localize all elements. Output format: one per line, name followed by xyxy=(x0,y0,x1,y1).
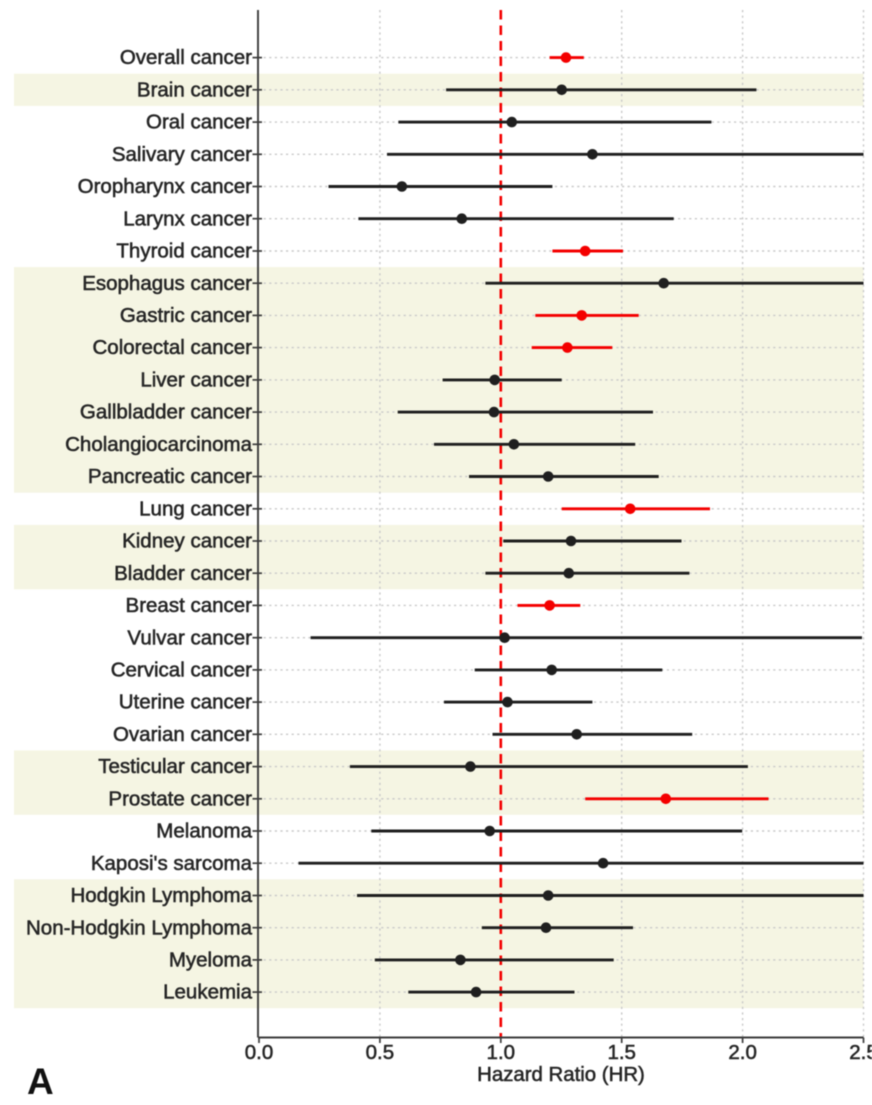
svg-text:Uterine cancer: Uterine cancer xyxy=(119,691,252,714)
svg-text:Gastric cancer: Gastric cancer xyxy=(120,304,252,327)
svg-text:Non-Hodgkin Lymphoma: Non-Hodgkin Lymphoma xyxy=(26,916,253,939)
svg-text:Gallbladder cancer: Gallbladder cancer xyxy=(80,401,252,424)
svg-text:Oropharynx cancer: Oropharynx cancer xyxy=(78,175,253,198)
svg-text:Oral cancer: Oral cancer xyxy=(146,111,252,134)
svg-text:Prostate cancer: Prostate cancer xyxy=(108,787,252,810)
svg-text:Liver cancer: Liver cancer xyxy=(140,369,252,392)
svg-text:Hazard Ratio (HR): Hazard Ratio (HR) xyxy=(477,1064,645,1086)
svg-text:Myeloma: Myeloma xyxy=(169,949,253,972)
svg-text:Overall cancer: Overall cancer xyxy=(120,46,252,69)
svg-text:Cervical cancer: Cervical cancer xyxy=(111,659,252,682)
svg-text:0.5: 0.5 xyxy=(366,1041,395,1064)
svg-text:Bladder cancer: Bladder cancer xyxy=(114,562,252,585)
svg-text:0.0: 0.0 xyxy=(245,1041,274,1064)
svg-text:Kidney cancer: Kidney cancer xyxy=(122,530,252,553)
svg-text:Testicular cancer: Testicular cancer xyxy=(98,755,252,778)
svg-text:Esophagus cancer: Esophagus cancer xyxy=(82,272,252,295)
svg-text:Hodgkin Lymphoma: Hodgkin Lymphoma xyxy=(70,884,252,907)
svg-text:1.0: 1.0 xyxy=(487,1041,516,1064)
svg-text:Pancreatic cancer: Pancreatic cancer xyxy=(88,465,252,488)
svg-text:Salivary cancer: Salivary cancer xyxy=(112,143,252,166)
svg-text:Brain cancer: Brain cancer xyxy=(137,78,252,101)
svg-text:Melanoma: Melanoma xyxy=(156,820,252,843)
svg-text:Leukemia: Leukemia xyxy=(163,981,252,1004)
svg-text:Lung cancer: Lung cancer xyxy=(139,497,252,520)
svg-text:2.0: 2.0 xyxy=(728,1041,757,1064)
svg-text:Ovarian cancer: Ovarian cancer xyxy=(113,723,252,746)
svg-text:Thyroid cancer: Thyroid cancer xyxy=(116,240,252,263)
svg-text:2.5: 2.5 xyxy=(849,1041,872,1064)
svg-text:Breast cancer: Breast cancer xyxy=(126,594,253,617)
svg-text:Larynx cancer: Larynx cancer xyxy=(123,207,252,230)
svg-text:Colorectal cancer: Colorectal cancer xyxy=(92,336,252,359)
svg-text:Vulvar cancer: Vulvar cancer xyxy=(127,626,252,649)
svg-text:Cholangiocarcinoma: Cholangiocarcinoma xyxy=(65,433,252,456)
svg-text:A: A xyxy=(27,1061,54,1100)
svg-text:Kaposi's sarcoma: Kaposi's sarcoma xyxy=(91,852,253,875)
svg-text:1.5: 1.5 xyxy=(607,1041,636,1064)
